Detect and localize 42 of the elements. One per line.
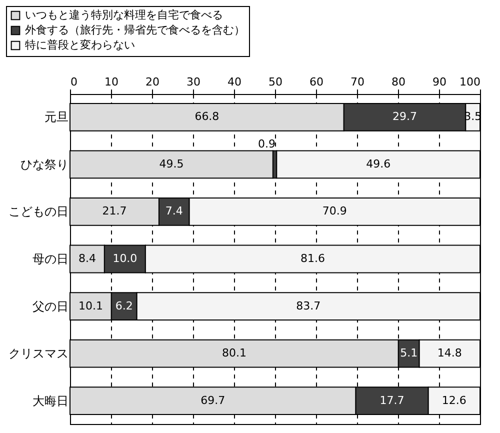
data-label: 17.7: [380, 394, 404, 407]
legend-label: 外食する（旅行先・帰省先で食べるを含む）: [25, 24, 245, 36]
data-label: 83.7: [296, 299, 321, 312]
x-tick-label: 40: [228, 76, 242, 88]
data-label: 0.9: [258, 137, 276, 150]
data-label: 5.1: [400, 346, 418, 360]
x-tick-label: 0: [70, 76, 78, 88]
legend-label: 特に普段と変わらない: [25, 38, 135, 52]
y-tick-label: こどもの日: [8, 204, 68, 219]
data-label: 7.4: [165, 204, 183, 218]
y-tick-label: ひな祭り: [20, 157, 68, 172]
data-label: 66.8: [194, 110, 220, 124]
y-tick-label: 元旦: [44, 110, 68, 124]
x-tick-label: 100: [460, 76, 480, 88]
data-label: 69.7: [200, 394, 226, 407]
data-label: 21.7: [102, 204, 127, 218]
legend-label: いつもと違う特別な料理を自宅で食べる: [25, 8, 223, 22]
data-label: 80.1: [222, 346, 246, 360]
y-tick-label: 大晦日: [32, 394, 68, 408]
y-tick-label: 父の日: [32, 299, 68, 314]
x-tick-label: 60: [310, 76, 324, 88]
data-label: 14.8: [437, 346, 462, 360]
x-tick-label: 20: [146, 76, 160, 88]
x-tick-label: 90: [432, 76, 446, 88]
data-label: 10.1: [78, 299, 103, 312]
y-tick-label: クリスマス: [8, 346, 68, 361]
x-tick-label: 30: [186, 76, 200, 88]
x-tick-label: 50: [268, 76, 282, 88]
data-label: 8.4: [78, 252, 96, 265]
y-tick-label: 母の日: [32, 252, 68, 266]
data-label: 10.0: [112, 252, 138, 265]
x-tick-label: 80: [392, 76, 406, 88]
data-label: 49.5: [159, 157, 184, 170]
x-tick-label: 70: [350, 76, 364, 88]
x-tick-label: 10: [104, 76, 118, 88]
data-label: 81.6: [300, 252, 325, 265]
data-label: 6.2: [115, 299, 133, 312]
data-label: 49.6: [366, 157, 391, 170]
data-label: 70.9: [322, 204, 347, 218]
data-label: 29.7: [392, 110, 418, 124]
data-label: 12.6: [442, 394, 466, 407]
bar: [70, 150, 274, 179]
